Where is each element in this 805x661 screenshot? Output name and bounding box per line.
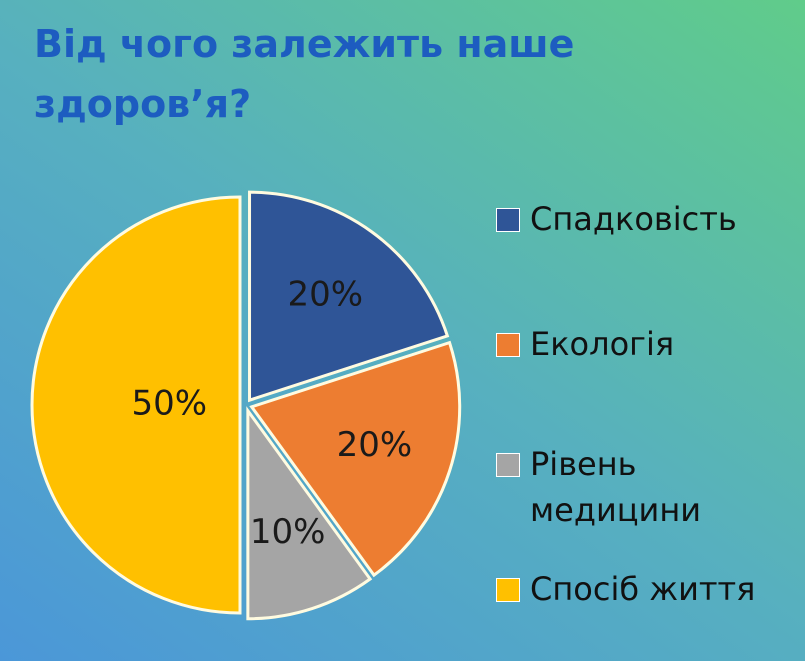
legend-item: Спосіб життя (496, 566, 780, 612)
chart-title: Від чого залежить наше здоров’я? (34, 22, 575, 126)
legend-item: Рівень медицини (496, 441, 730, 533)
legend-swatch (496, 453, 520, 477)
pie-slice (30, 195, 242, 615)
legend-item: Спадковість (496, 196, 780, 242)
legend-swatch (496, 208, 520, 232)
legend-swatch (496, 333, 520, 357)
legend-label: Спадковість (530, 200, 737, 238)
pie-slice (246, 406, 373, 621)
data-label: 50% (131, 384, 207, 424)
legend-item: Екологія (496, 321, 780, 367)
legend-label: Екологія (530, 325, 675, 363)
data-label: 20% (288, 274, 364, 314)
data-label: 20% (337, 425, 413, 465)
legend-label: Спосіб життя (530, 570, 756, 608)
data-label: 10% (250, 512, 326, 552)
pie-slice (249, 340, 462, 578)
legend-swatch (496, 578, 520, 602)
pie-slice (248, 190, 450, 403)
legend-label: Рівень медицини (530, 445, 702, 529)
